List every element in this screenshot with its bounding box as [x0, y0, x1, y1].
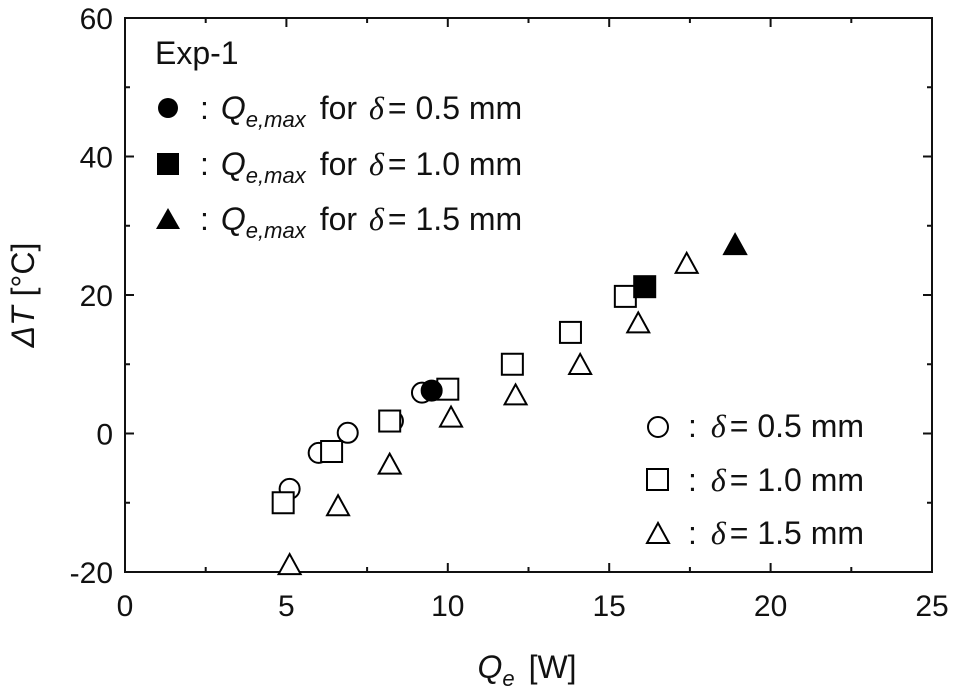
legend-delta-entry-10: : δ = 1.0 mm [646, 462, 864, 498]
legend-colon: : [688, 515, 697, 551]
legend-colon: : [688, 462, 697, 498]
legend-open-circle-marker [647, 416, 669, 438]
y-tick-label: 20 [80, 280, 113, 313]
data-point-square [500, 352, 524, 376]
x-tick-label: 10 [431, 590, 464, 623]
legend-delta-entry-05: : δ = 0.5 mm [647, 408, 864, 444]
legend-colon: : [200, 90, 209, 126]
x-tick-label: 25 [915, 590, 948, 623]
x-tick-label: 5 [278, 590, 295, 623]
data-point-triangle [325, 493, 351, 517]
legend-for: for [320, 90, 358, 126]
legend-qmax-text-15: : Qe,max for δ = 1.5 mm [200, 201, 522, 243]
data-point-circle [336, 421, 359, 444]
legend-filled-square-marker [157, 153, 179, 175]
legend-delta: δ [711, 408, 727, 444]
y-axis-unit: [°C] [5, 243, 41, 297]
qmax-point-circle [420, 379, 443, 402]
legend-q-symbol: Q [221, 201, 246, 237]
legend-value: = 1.5 mm [730, 515, 864, 551]
legend-qmax: Exp-1 : Qe,max for δ = 0.5 mm : Qe,max for δ = 1… [155, 35, 522, 243]
data-point-triangle [438, 404, 464, 428]
data-point-square [320, 440, 344, 464]
y-axis-symbol: ΔT [5, 304, 41, 348]
y-tick-label: 40 [80, 142, 113, 175]
legend-delta: δ [711, 462, 727, 498]
data-point-triangle [377, 451, 403, 475]
data-point-square [558, 320, 582, 344]
legend-filled-triangle-marker [156, 208, 180, 229]
legend-delta: δ [369, 90, 385, 126]
legend-value: = 0.5 mm [388, 90, 522, 126]
data-point-square [271, 491, 295, 515]
legend-colon: : [688, 408, 697, 444]
legend-delta-entry-15: : δ = 1.5 mm [645, 515, 864, 551]
legend-value: = 0.5 mm [730, 408, 864, 444]
legend-qmax-entry-15: : Qe,max for δ = 1.5 mm [156, 201, 522, 243]
legend-delta: δ [369, 201, 385, 237]
qmax-point-square [633, 275, 657, 299]
x-tick-label: 0 [117, 590, 134, 623]
legend-q-subscript: e,max [246, 163, 307, 188]
legend-q-subscript: e,max [246, 107, 307, 132]
data-point-triangle [502, 382, 529, 406]
x-tick-label: 15 [593, 590, 626, 623]
legend-value: = 1.5 mm [388, 201, 522, 237]
data-point-square [613, 284, 637, 308]
y-tick-label: 0 [96, 419, 113, 452]
legend-colon: : [200, 201, 209, 237]
legend-title: Exp-1 [155, 35, 239, 71]
legend-open-triangle-marker [645, 520, 671, 544]
legend-delta: δ [369, 146, 385, 182]
y-axis-label: ΔT [°C] [5, 243, 41, 349]
y-tick-label: -20 [70, 557, 113, 590]
legend-q-symbol: Q [221, 90, 246, 126]
qmax-point-triangle [722, 232, 748, 256]
data-point-square [378, 409, 402, 433]
legend-delta-text-15: : δ = 1.5 mm [688, 515, 864, 551]
data-point-triangle [625, 310, 651, 334]
legend-q-subscript: e,max [246, 218, 307, 243]
legend-value: = 1.0 mm [730, 462, 864, 498]
legend-qmax-text-10: : Qe,max for δ = 1.0 mm [200, 146, 522, 188]
y-tick-label: 60 [80, 3, 113, 36]
x-axis-unit: [W] [529, 649, 577, 685]
legend-value: = 1.0 mm [388, 146, 522, 182]
legend-for: for [320, 146, 358, 182]
legend-filled-circle-marker [158, 98, 178, 118]
legend-qmax-entry-10: : Qe,max for δ = 1.0 mm [157, 146, 522, 188]
legend-delta: : δ = 0.5 mm : δ = 1.0 mm : δ = 1.5 mm [645, 408, 864, 551]
legend-open-square-marker [646, 468, 669, 491]
x-axis-subscript: e [502, 666, 514, 691]
data-point-triangle [673, 250, 700, 274]
legend-delta: δ [711, 515, 727, 551]
legend-colon: : [200, 146, 209, 182]
legend-qmax-entry-05: : Qe,max for δ = 0.5 mm [158, 90, 522, 132]
x-axis-label: Qe [W] [477, 649, 576, 691]
legend-delta-text-10: : δ = 1.0 mm [688, 462, 864, 498]
x-tick-label: 20 [754, 590, 787, 623]
legend-for: for [320, 201, 358, 237]
legend-q-symbol: Q [221, 146, 246, 182]
legend-qmax-text-05: : Qe,max for δ = 0.5 mm [200, 90, 522, 132]
data-point-triangle [276, 551, 303, 576]
data-point-triangle [567, 351, 593, 375]
x-axis-symbol: Q [477, 649, 502, 685]
legend-delta-text-05: : δ = 0.5 mm [688, 408, 864, 444]
